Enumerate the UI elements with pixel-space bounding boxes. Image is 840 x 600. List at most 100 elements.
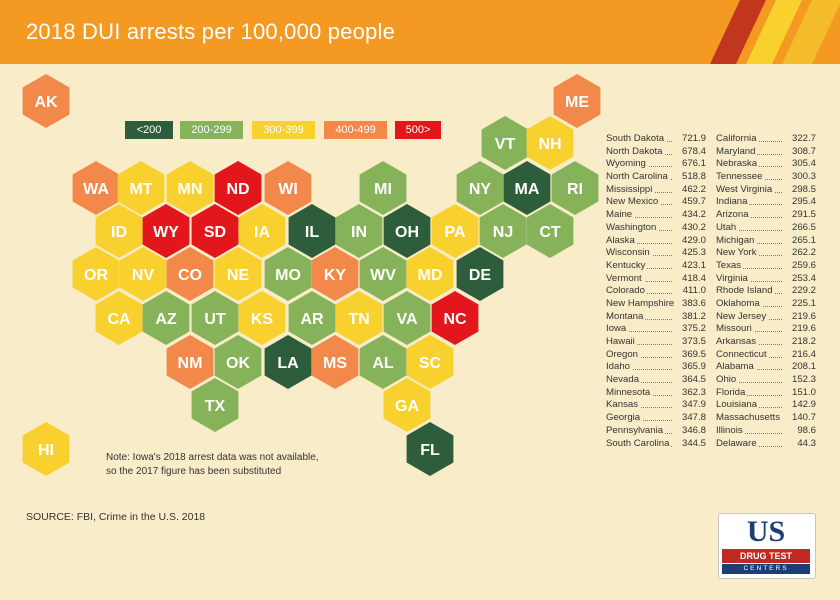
state-tile-ri: RI [551, 161, 599, 215]
rank-right-row: New York 262.2 [716, 247, 816, 260]
rank-value: 375.2 [679, 323, 706, 337]
rank-state-name: West Virginia [716, 183, 775, 195]
rank-state-name: North Dakota [606, 145, 665, 157]
state-label-ma: MA [515, 181, 540, 198]
state-hex-oh [383, 204, 431, 258]
rank-right-row: Michigan 265.1 [716, 234, 816, 248]
state-tile-hi: HI [22, 422, 70, 476]
state-hex-tn [335, 291, 383, 345]
state-hex-ct [526, 204, 574, 258]
rank-value: 216.4 [789, 348, 816, 362]
state-hex-ri [551, 161, 599, 215]
state-tile-az: AZ [142, 291, 190, 345]
legend-item-1: 200-299 [180, 121, 243, 139]
rank-state-name: Connecticut [716, 348, 769, 360]
rank-value: 383.6 [679, 297, 706, 311]
state-hex-nh [526, 116, 574, 170]
logo: US DRUG TEST CENTERS [718, 513, 816, 579]
state-tile-de: DE [456, 247, 504, 301]
state-hex-nc [431, 291, 479, 345]
state-tile-ar: AR [288, 291, 336, 345]
rank-left-row: Iowa 375.2 [606, 323, 706, 337]
rank-right-row: Rhode Island 229.2 [716, 285, 816, 298]
state-tile-ny: NY [456, 161, 504, 215]
rank-value: 411.0 [680, 285, 706, 298]
state-hex-ma [503, 161, 551, 215]
state-tile-wv: WV [359, 247, 407, 301]
rank-value: 369.5 [679, 348, 706, 362]
state-tile-il: IL [288, 204, 336, 258]
state-label-mi: MI [374, 181, 392, 198]
state-label-sc: SC [419, 355, 442, 372]
rank-left-row: Pennsylvania 346.8 [606, 424, 706, 438]
rank-value: 518.8 [679, 171, 706, 184]
rank-right-row: Utah 266.5 [716, 221, 816, 235]
rank-left-row: New Hampshire 383.6 [606, 297, 706, 311]
state-hex-tx [191, 378, 239, 432]
state-hex-vt [481, 116, 529, 170]
state-tile-mo: MO [264, 247, 312, 301]
state-label-nv: NV [132, 267, 155, 284]
state-hex-wi [264, 161, 312, 215]
rank-value: 362.3 [679, 386, 706, 400]
state-label-tn: TN [348, 311, 369, 328]
state-tile-ut: UT [191, 291, 239, 345]
logo-main-text: US [746, 515, 786, 548]
rank-leader-dots [716, 382, 782, 384]
rank-state-name: Kentucky [606, 259, 648, 271]
state-label-mt: MT [129, 181, 152, 198]
rank-state-name: Maryland [716, 145, 758, 157]
rank-left-row: North Dakota 678.4 [606, 145, 706, 159]
rank-right-row: New Jersey 219.6 [716, 310, 816, 324]
state-tile-al: AL [359, 335, 407, 389]
rank-state-name: Missouri [716, 323, 754, 335]
rank-right-row: Maryland 308.7 [716, 145, 816, 159]
logo-band-text: DRUG TEST [722, 549, 810, 563]
state-hex-id [95, 204, 143, 258]
state-label-ut: UT [204, 311, 226, 328]
rank-left-row: Washington 430.2 [606, 221, 706, 235]
rank-leader-dots [716, 204, 782, 206]
state-label-va: VA [396, 311, 417, 328]
state-label-wa: WA [83, 181, 109, 198]
state-label-ny: NY [469, 181, 492, 198]
state-label-ks: KS [251, 311, 274, 328]
state-tile-ia: IA [238, 204, 286, 258]
state-label-ga: GA [395, 398, 419, 415]
rank-state-name: Arizona [716, 209, 751, 221]
state-tile-me: ME [553, 74, 601, 128]
note: Note: Iowa's 2018 arrest data was not av… [106, 451, 326, 479]
rank-right-row: Arizona 291.5 [716, 209, 816, 222]
rank-value: 259.6 [789, 259, 816, 273]
rank-value: 266.5 [789, 221, 816, 235]
rank-state-name: Florida [716, 386, 748, 398]
state-hex-hi [22, 422, 70, 476]
state-tile-sc: SC [406, 335, 454, 389]
rank-state-name: Colorado [606, 285, 647, 297]
state-tile-ak: AK [22, 74, 70, 128]
state-label-ok: OK [226, 355, 250, 372]
rank-state-name: Washington [606, 221, 659, 233]
state-label-ia: IA [254, 224, 270, 241]
state-hex-al [359, 335, 407, 389]
state-hex-nj [479, 204, 527, 258]
state-label-al: AL [372, 355, 394, 372]
rank-value: 262.2 [789, 247, 816, 260]
rank-value: 344.5 [679, 437, 706, 451]
rank-left-row: Oregon 369.5 [606, 348, 706, 362]
rank-state-name: Hawaii [606, 336, 637, 347]
state-hex-ca [95, 291, 143, 345]
rank-left-row: Alaska 429.0 [606, 234, 706, 248]
state-hex-nm [166, 335, 214, 389]
rank-value: 322.7 [789, 133, 816, 146]
state-hex-ne [214, 247, 262, 301]
legend-item-3: 400-499 [324, 121, 387, 139]
state-label-ms: MS [323, 355, 347, 372]
rank-left-row: South Carolina 344.5 [606, 437, 706, 451]
rank-value: 151.0 [789, 386, 816, 400]
state-tile-ma: MA [503, 161, 551, 215]
state-label-ct: CT [539, 224, 561, 241]
state-tile-ms: MS [311, 335, 359, 389]
rank-state-name: South Carolina [606, 437, 672, 449]
